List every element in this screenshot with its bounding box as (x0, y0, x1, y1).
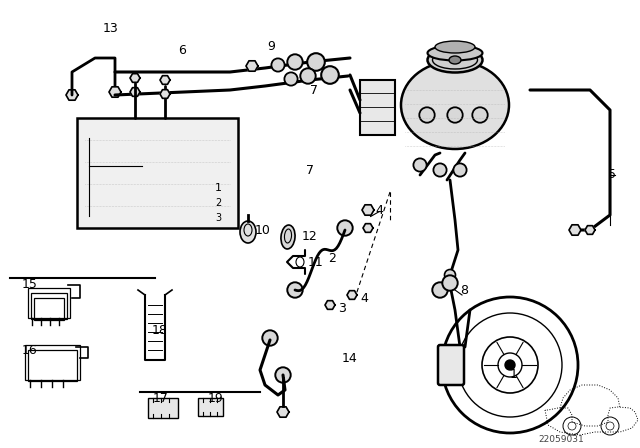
Ellipse shape (432, 282, 448, 298)
Ellipse shape (275, 367, 291, 383)
Ellipse shape (321, 66, 339, 84)
Polygon shape (130, 88, 140, 96)
Text: 18: 18 (152, 323, 168, 336)
Ellipse shape (300, 68, 316, 84)
Polygon shape (347, 291, 357, 299)
Polygon shape (130, 73, 140, 82)
Polygon shape (109, 87, 121, 97)
Ellipse shape (449, 56, 461, 64)
Ellipse shape (447, 108, 463, 123)
Text: 1: 1 (510, 369, 518, 382)
Text: 3: 3 (338, 302, 346, 314)
Text: 16: 16 (22, 344, 38, 357)
Ellipse shape (419, 108, 435, 123)
Ellipse shape (413, 159, 427, 172)
Text: 9: 9 (267, 40, 275, 53)
Polygon shape (362, 205, 374, 215)
Text: 15: 15 (22, 279, 38, 292)
Text: 7: 7 (306, 164, 314, 177)
FancyBboxPatch shape (148, 398, 178, 418)
Text: 4: 4 (375, 203, 383, 216)
Ellipse shape (262, 330, 278, 346)
Ellipse shape (428, 46, 483, 60)
Text: 6: 6 (178, 43, 186, 56)
Polygon shape (569, 225, 581, 235)
Ellipse shape (307, 53, 325, 71)
Ellipse shape (287, 54, 303, 70)
Text: 8: 8 (460, 284, 468, 297)
Polygon shape (246, 61, 258, 71)
Text: 10: 10 (255, 224, 271, 237)
FancyBboxPatch shape (198, 398, 223, 416)
Text: 11: 11 (308, 255, 324, 268)
Text: 3: 3 (215, 213, 221, 223)
Polygon shape (325, 301, 335, 309)
Ellipse shape (453, 164, 467, 177)
Text: 2: 2 (215, 198, 221, 208)
Ellipse shape (240, 221, 256, 243)
Ellipse shape (271, 58, 285, 72)
Text: 2: 2 (328, 251, 336, 264)
Text: 1: 1 (214, 183, 221, 193)
Text: 7: 7 (310, 83, 318, 96)
Polygon shape (585, 226, 595, 234)
Polygon shape (160, 76, 170, 84)
Polygon shape (363, 224, 373, 233)
Ellipse shape (442, 276, 458, 291)
Text: 12: 12 (302, 231, 317, 244)
Ellipse shape (287, 282, 303, 298)
Ellipse shape (281, 225, 295, 249)
Ellipse shape (401, 61, 509, 149)
Ellipse shape (337, 220, 353, 236)
FancyBboxPatch shape (360, 80, 395, 135)
Text: 17: 17 (153, 392, 169, 405)
Text: 4: 4 (360, 292, 368, 305)
Text: 13: 13 (103, 22, 119, 34)
Polygon shape (277, 407, 289, 417)
Ellipse shape (428, 47, 483, 73)
Ellipse shape (284, 73, 298, 86)
Text: 22059031: 22059031 (538, 435, 584, 444)
Polygon shape (66, 90, 78, 100)
Text: 19: 19 (208, 392, 224, 405)
Ellipse shape (445, 270, 456, 280)
FancyBboxPatch shape (77, 118, 238, 228)
Ellipse shape (433, 164, 447, 177)
Text: 14: 14 (342, 352, 358, 365)
Text: 5: 5 (608, 168, 616, 181)
Circle shape (505, 360, 515, 370)
Ellipse shape (435, 41, 475, 53)
Polygon shape (160, 90, 170, 98)
Ellipse shape (472, 108, 488, 123)
FancyBboxPatch shape (438, 345, 464, 385)
